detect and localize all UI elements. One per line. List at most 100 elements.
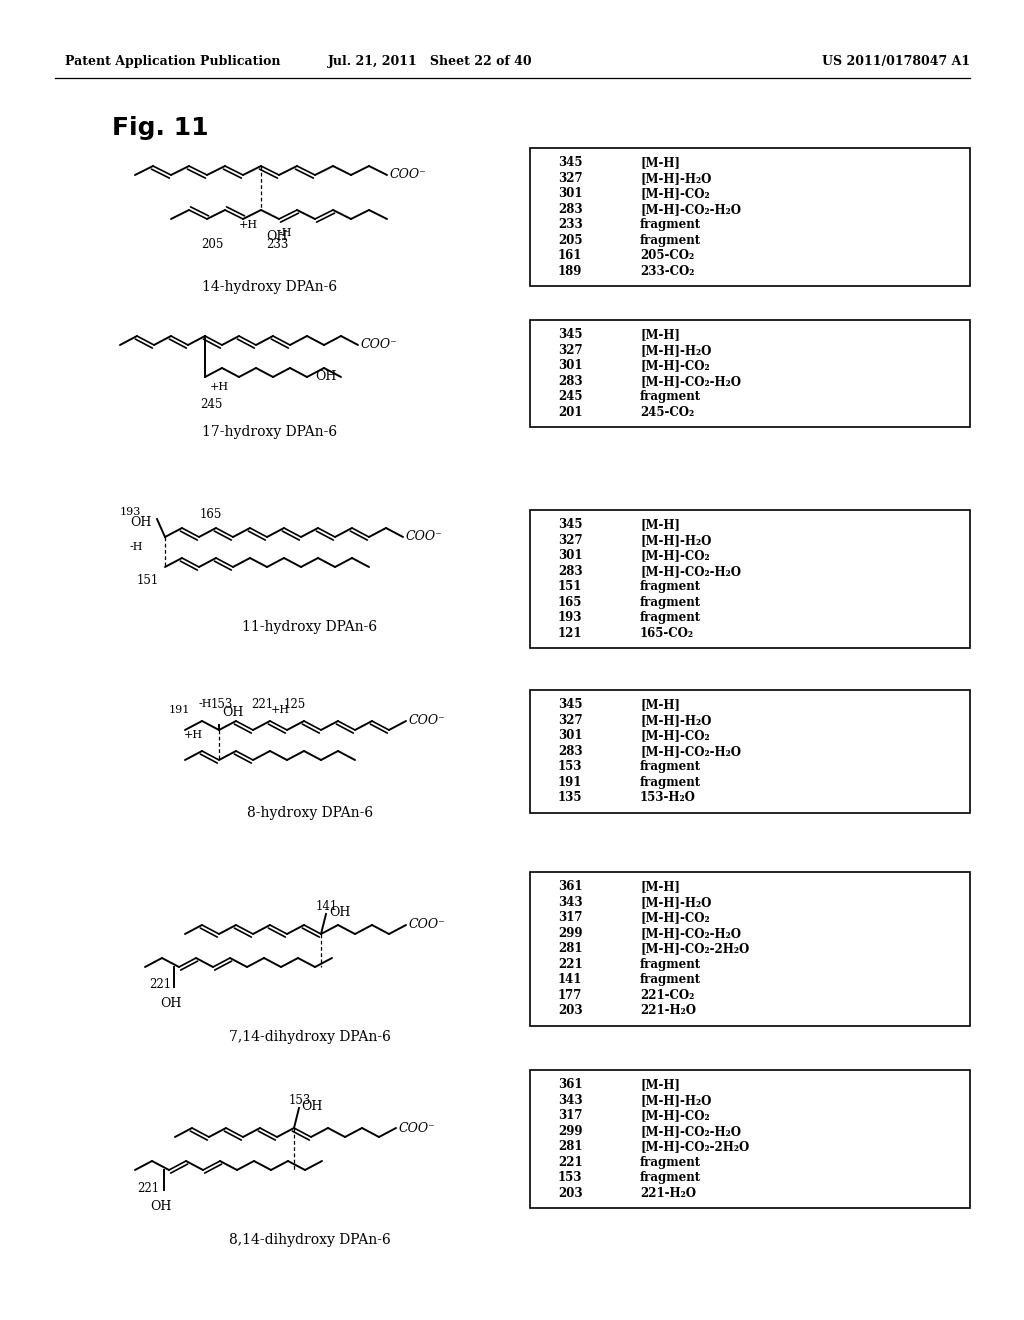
Text: OH: OH <box>301 1100 323 1113</box>
Text: fragment: fragment <box>640 611 701 624</box>
Bar <box>530 873 970 1026</box>
Bar <box>530 148 970 286</box>
Text: 153: 153 <box>211 697 233 710</box>
Text: 283: 283 <box>558 744 583 758</box>
Text: [M-H]-H₂O: [M-H]-H₂O <box>640 343 712 356</box>
Text: 203: 203 <box>558 1187 583 1200</box>
Text: [M-H]: [M-H] <box>640 329 680 342</box>
Text: 327: 327 <box>558 343 583 356</box>
Text: fragment: fragment <box>640 776 701 789</box>
Text: OH: OH <box>266 230 288 243</box>
Text: [M-H]-H₂O: [M-H]-H₂O <box>640 533 712 546</box>
Text: [M-H]: [M-H] <box>640 1078 680 1092</box>
Text: fragment: fragment <box>640 218 701 231</box>
Text: 301: 301 <box>558 549 583 562</box>
Text: 281: 281 <box>558 1140 583 1154</box>
Text: [M-H]-CO₂-H₂O: [M-H]-CO₂-H₂O <box>640 927 741 940</box>
Text: 301: 301 <box>558 729 583 742</box>
Text: 191: 191 <box>169 705 190 715</box>
Text: [M-H]-CO₂: [M-H]-CO₂ <box>640 729 710 742</box>
Text: [M-H]-H₂O: [M-H]-H₂O <box>640 1094 712 1106</box>
Text: [M-H]-CO₂-H₂O: [M-H]-CO₂-H₂O <box>640 744 741 758</box>
Text: 141: 141 <box>316 899 338 912</box>
Text: 135: 135 <box>558 791 583 804</box>
Text: [M-H]: [M-H] <box>640 519 680 531</box>
Text: 327: 327 <box>558 714 583 727</box>
Text: 345: 345 <box>558 156 583 169</box>
Text: COO⁻: COO⁻ <box>399 1122 436 1134</box>
Text: 361: 361 <box>558 1078 583 1092</box>
Text: 345: 345 <box>558 698 583 711</box>
Text: COO⁻: COO⁻ <box>409 919 445 932</box>
Text: 327: 327 <box>558 533 583 546</box>
Text: 191: 191 <box>558 776 583 789</box>
Text: [M-H]-CO₂: [M-H]-CO₂ <box>640 911 710 924</box>
Text: OH: OH <box>329 906 350 919</box>
Text: 7,14-dihydroxy DPAn-6: 7,14-dihydroxy DPAn-6 <box>229 1030 391 1044</box>
Text: [M-H]-CO₂-H₂O: [M-H]-CO₂-H₂O <box>640 565 741 578</box>
Text: [M-H]-CO₂: [M-H]-CO₂ <box>640 187 710 201</box>
Text: 17-hydroxy DPAn-6: 17-hydroxy DPAn-6 <box>203 425 338 440</box>
Text: [M-H]-CO₂-2H₂O: [M-H]-CO₂-2H₂O <box>640 1140 750 1154</box>
Text: 299: 299 <box>558 927 583 940</box>
Text: COO⁻: COO⁻ <box>361 338 397 351</box>
Text: 201: 201 <box>558 405 583 418</box>
Text: 301: 301 <box>558 187 583 201</box>
Text: [M-H]-H₂O: [M-H]-H₂O <box>640 714 712 727</box>
Text: 177: 177 <box>558 989 583 1002</box>
Text: fragment: fragment <box>640 1156 701 1168</box>
Text: 233-CO₂: 233-CO₂ <box>640 265 694 277</box>
Text: fragment: fragment <box>640 595 701 609</box>
Text: fragment: fragment <box>640 234 701 247</box>
Text: 205: 205 <box>201 239 223 252</box>
Text: [M-H]-CO₂-2H₂O: [M-H]-CO₂-2H₂O <box>640 942 750 956</box>
Text: COO⁻: COO⁻ <box>409 714 445 727</box>
Text: COO⁻: COO⁻ <box>406 531 442 544</box>
Text: 283: 283 <box>558 203 583 215</box>
Text: [M-H]-CO₂-H₂O: [M-H]-CO₂-H₂O <box>640 203 741 215</box>
Text: OH: OH <box>315 371 336 384</box>
Text: 8-hydroxy DPAn-6: 8-hydroxy DPAn-6 <box>247 807 373 820</box>
Text: 193: 193 <box>558 611 583 624</box>
Text: 221: 221 <box>150 978 171 991</box>
Text: 221-H₂O: 221-H₂O <box>640 1005 696 1018</box>
Text: 153-H₂O: 153-H₂O <box>640 791 696 804</box>
Text: fragment: fragment <box>640 958 701 970</box>
Text: 153: 153 <box>558 760 583 774</box>
Text: 327: 327 <box>558 172 583 185</box>
Text: Fig. 11: Fig. 11 <box>112 116 209 140</box>
Text: 165-CO₂: 165-CO₂ <box>640 627 694 640</box>
Text: 221-H₂O: 221-H₂O <box>640 1187 696 1200</box>
Text: 151: 151 <box>137 573 160 586</box>
Text: 245: 245 <box>200 399 222 412</box>
Text: -H: -H <box>130 543 143 552</box>
Text: 283: 283 <box>558 375 583 388</box>
Text: 245: 245 <box>558 391 583 403</box>
Text: Jul. 21, 2011   Sheet 22 of 40: Jul. 21, 2011 Sheet 22 of 40 <box>328 55 532 69</box>
Text: +H: +H <box>239 220 258 230</box>
Text: -H: -H <box>279 228 293 238</box>
Text: 121: 121 <box>558 627 583 640</box>
Text: fragment: fragment <box>640 1171 701 1184</box>
Text: [M-H]: [M-H] <box>640 156 680 169</box>
Text: [M-H]-H₂O: [M-H]-H₂O <box>640 896 712 908</box>
Text: 345: 345 <box>558 519 583 531</box>
Text: [M-H]: [M-H] <box>640 698 680 711</box>
Text: +H: +H <box>271 705 290 715</box>
Text: 205-CO₂: 205-CO₂ <box>640 249 694 263</box>
Text: 205: 205 <box>558 234 583 247</box>
Text: 343: 343 <box>558 1094 583 1106</box>
Text: fragment: fragment <box>640 760 701 774</box>
Text: 203: 203 <box>558 1005 583 1018</box>
Text: 233: 233 <box>558 218 583 231</box>
Text: 221: 221 <box>137 1181 159 1195</box>
Text: 11-hydroxy DPAn-6: 11-hydroxy DPAn-6 <box>243 620 378 634</box>
Text: [M-H]-CO₂-H₂O: [M-H]-CO₂-H₂O <box>640 375 741 388</box>
Text: [M-H]-H₂O: [M-H]-H₂O <box>640 172 712 185</box>
Text: 245-CO₂: 245-CO₂ <box>640 405 694 418</box>
Text: Patent Application Publication: Patent Application Publication <box>65 55 281 69</box>
Text: 317: 317 <box>558 1109 583 1122</box>
Text: fragment: fragment <box>640 973 701 986</box>
Text: 125: 125 <box>284 697 306 710</box>
Text: [M-H]-CO₂: [M-H]-CO₂ <box>640 1109 710 1122</box>
